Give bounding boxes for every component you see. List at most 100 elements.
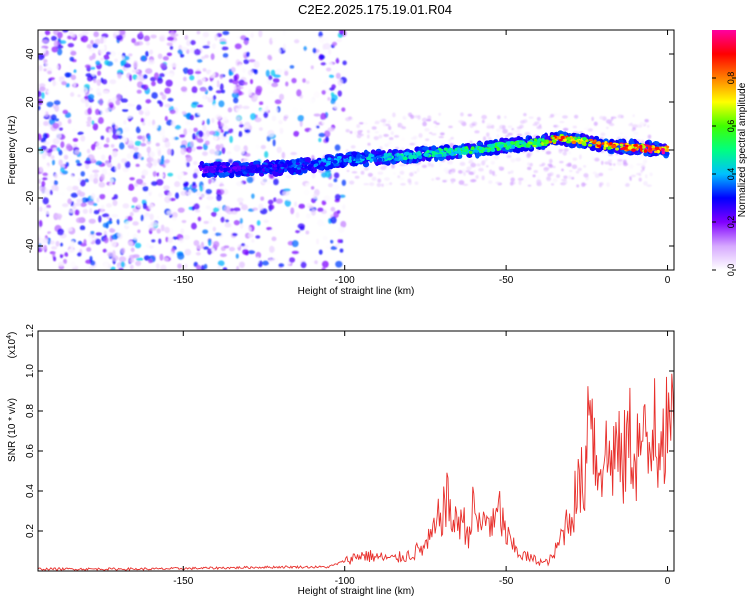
noise-speckle — [321, 260, 329, 268]
halo-speckle — [481, 119, 485, 124]
noise-speckle — [183, 234, 190, 240]
noise-speckle — [47, 70, 52, 75]
noise-speckle — [157, 158, 161, 164]
halo-speckle — [571, 176, 575, 180]
noise-speckle — [157, 77, 163, 84]
halo-speckle — [411, 170, 417, 173]
noise-speckle — [100, 207, 105, 214]
noise-speckle — [219, 73, 224, 80]
halo-speckle — [631, 128, 635, 132]
halo-speckle — [528, 116, 534, 119]
noise-speckle — [339, 194, 346, 198]
ridge-core-cell — [458, 152, 462, 156]
noise-speckle — [144, 194, 149, 201]
noise-speckle — [208, 178, 212, 185]
noise-speckle — [80, 179, 86, 187]
halo-speckle — [599, 182, 604, 186]
halo-speckle — [628, 123, 632, 127]
noise-speckle — [299, 151, 306, 156]
noise-speckle — [235, 181, 243, 187]
halo-speckle — [349, 180, 355, 185]
noise-speckle — [65, 143, 72, 151]
noise-speckle — [211, 117, 215, 124]
noise-speckle — [91, 144, 96, 151]
noise-speckle — [86, 148, 91, 154]
halo-speckle — [541, 162, 546, 166]
noise-speckle — [152, 170, 157, 177]
noise-speckle — [118, 267, 124, 270]
noise-speckle — [70, 74, 77, 81]
noise-speckle — [212, 226, 217, 232]
halo-speckle — [387, 120, 391, 124]
halo-speckle — [606, 182, 610, 188]
ridge-outer-cell — [574, 133, 581, 138]
bottom-y-axis-label: SNR (10 * v/v) — [7, 398, 18, 462]
noise-speckle — [323, 195, 331, 202]
noise-speckle — [56, 147, 61, 152]
ridge-core-cell — [450, 152, 455, 156]
noise-speckle — [264, 34, 269, 39]
noise-speckle — [153, 72, 159, 80]
ridge-core-cell — [345, 158, 349, 162]
noise-speckle — [333, 172, 340, 179]
noise-speckle — [157, 53, 163, 60]
ridge-core-cell — [505, 145, 510, 150]
noise-speckle — [105, 107, 110, 113]
noise-speckle — [269, 245, 275, 253]
halo-speckle — [610, 116, 614, 121]
halo-speckle — [520, 120, 525, 124]
noise-speckle — [86, 44, 92, 50]
halo-speckle — [594, 173, 600, 179]
noise-speckle — [256, 220, 261, 226]
halo-speckle — [545, 150, 552, 155]
noise-speckle — [99, 107, 107, 113]
noise-speckle — [332, 102, 341, 110]
ridge-core-cell — [322, 162, 327, 166]
noise-speckle — [42, 133, 48, 140]
noise-speckle — [293, 201, 298, 207]
colorbar-ticks: 0.0 0.2 0.4 0.6 0.8 — [712, 72, 736, 276]
noise-speckle — [180, 190, 188, 196]
noise-speckle — [196, 146, 203, 150]
noise-speckle — [62, 109, 69, 115]
noise-speckle — [222, 188, 229, 195]
x-tick-label: -100 — [335, 576, 355, 587]
y-tick-label: 0.4 — [25, 484, 36, 498]
noise-speckle — [263, 111, 269, 119]
colorbar-tick-label: 0.4 — [726, 168, 736, 181]
ridge-core-cell — [437, 153, 443, 158]
noise-speckle — [90, 157, 96, 163]
noise-speckle — [325, 136, 329, 143]
noise-speckle — [202, 151, 208, 156]
noise-speckle — [213, 180, 220, 188]
noise-speckle — [157, 149, 162, 157]
noise-speckle — [159, 253, 164, 261]
noise-speckle — [165, 79, 173, 87]
noise-speckle — [285, 81, 289, 87]
ridge-core-cell — [303, 161, 309, 165]
noise-speckle — [93, 177, 99, 184]
noise-speckle — [216, 194, 222, 202]
noise-speckle — [76, 198, 83, 203]
noise-speckle — [90, 231, 95, 235]
noise-speckle — [211, 232, 216, 238]
noise-speckle — [299, 120, 303, 128]
ridge-core-cell — [403, 152, 409, 156]
noise-speckle — [168, 227, 174, 235]
noise-speckle — [118, 256, 127, 263]
noise-speckle — [202, 229, 209, 234]
noise-speckle — [86, 51, 94, 56]
noise-speckle — [268, 90, 275, 95]
noise-speckle — [236, 240, 241, 248]
halo-speckle — [488, 180, 493, 184]
noise-speckle — [260, 196, 265, 201]
noise-speckle — [149, 150, 156, 158]
noise-speckle — [87, 116, 92, 122]
halo-speckle — [572, 125, 577, 129]
x-tick-label: -100 — [335, 275, 355, 286]
noise-speckle — [247, 250, 256, 255]
noise-speckle — [108, 50, 116, 57]
noise-speckle — [67, 248, 76, 255]
halo-speckle — [620, 132, 623, 135]
noise-speckle — [121, 80, 128, 85]
